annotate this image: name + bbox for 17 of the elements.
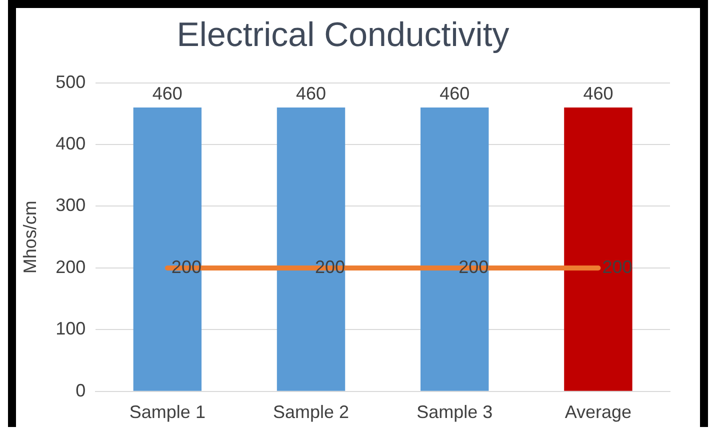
y-axis-title: Mhos/cm <box>20 200 40 274</box>
y-tick-label: 400 <box>56 133 86 154</box>
x-tick-label: Sample 3 <box>416 402 493 422</box>
x-tick-label: Average <box>564 402 632 422</box>
data-label: 200 <box>602 256 632 277</box>
x-tick-label: Sample 1 <box>129 402 206 422</box>
y-tick-label: 500 <box>56 72 86 92</box>
data-label: 460 <box>296 83 326 104</box>
y-tick-label: 300 <box>56 195 86 216</box>
y-tick-label: 100 <box>56 318 86 339</box>
data-label: 460 <box>583 83 614 104</box>
y-tick-label: 200 <box>56 256 86 277</box>
data-label: 460 <box>440 83 470 104</box>
x-tick-label: Sample 2 <box>272 402 350 422</box>
y-tick-label: 0 <box>76 380 86 400</box>
chart-title: Electrical Conductivity <box>176 16 510 54</box>
data-label: 460 <box>152 83 182 104</box>
